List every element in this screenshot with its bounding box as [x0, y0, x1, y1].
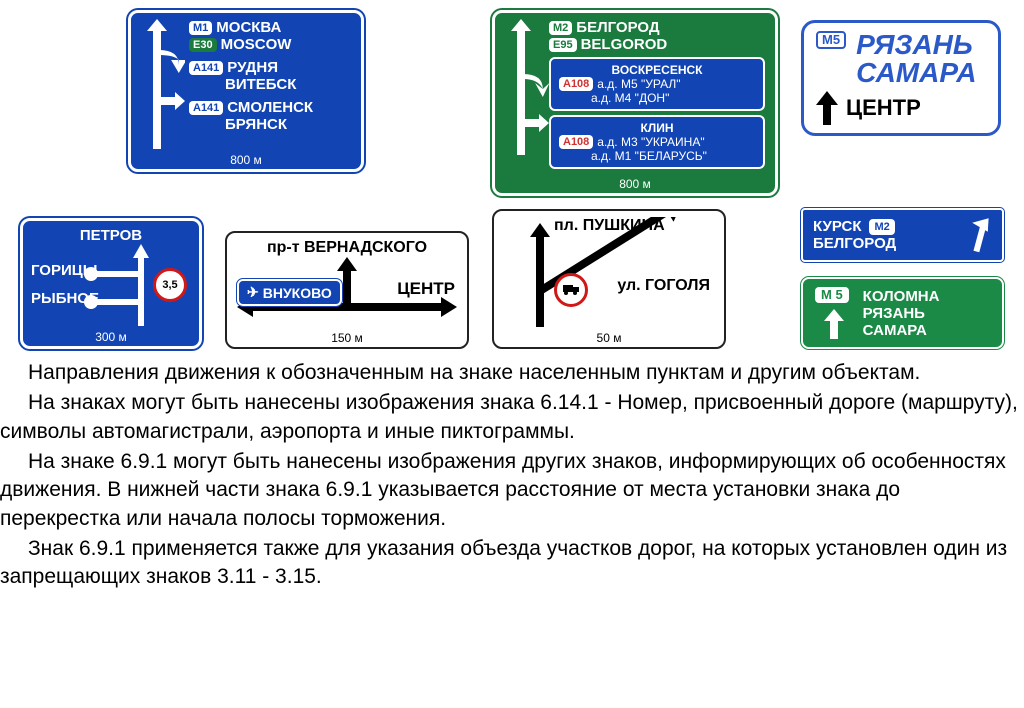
dest-label: БЕЛГОРОД — [813, 235, 958, 252]
route-badge: M2 — [869, 219, 894, 235]
route-badge: E95 — [549, 38, 577, 52]
distance-label: 50 м — [504, 331, 714, 345]
top-label: пр-т ВЕРНАДСКОГО — [237, 239, 457, 257]
sign-moscow: M1 МОСКВА E30 MOSCOW A141 РУДНЯ ВИТЕБСК A14… — [128, 10, 364, 172]
branch-label: РЫБНОЕ — [31, 290, 99, 307]
route-badge: M2 — [549, 21, 572, 35]
description-text: Направления движения к обозначенным на з… — [0, 354, 1024, 614]
route-badge: M5 — [816, 31, 846, 49]
right-label: ЦЕНТР — [397, 279, 455, 299]
distance-label: 800 м — [141, 153, 351, 167]
inset-title: КЛИН — [559, 121, 755, 135]
dest-label: РЯЗАНЬ — [856, 31, 976, 59]
paragraph: Направления движения к обозначенным на з… — [0, 359, 1024, 387]
sign-kursk: КУРСК M2 БЕЛГОРОД — [801, 208, 1004, 262]
route-badge: M1 — [189, 21, 212, 35]
inset-line: а.д. M3 "УКРАИНА" — [597, 135, 704, 149]
dest-label: MOSCOW — [221, 36, 292, 53]
route-badge: A141 — [189, 101, 223, 115]
paragraph: Знак 6.9.1 применяется также для указани… — [0, 535, 1024, 592]
arrows-icon — [141, 19, 185, 149]
inset-line: а.д. M1 "БЕЛАРУСЬ" — [591, 149, 707, 163]
truck-icon — [563, 285, 579, 295]
sign-vernadsky: пр-т ВЕРНАДСКОГО ✈ ВНУКОВО ЦЕНТР 150 м — [225, 231, 469, 349]
route-badge: A108 — [559, 135, 593, 149]
dest-label: СМОЛЕНСК — [227, 99, 313, 116]
dest-label: КОЛОМНА — [863, 288, 940, 305]
route-badge: M 5 — [815, 287, 849, 303]
route-badge: A141 — [189, 61, 223, 75]
branch-label: ГОРИЦЫ — [31, 262, 97, 279]
center-label: ЦЕНТР — [846, 95, 921, 121]
restriction-icon: 3,5 — [153, 268, 187, 302]
dest-label: МОСКВА — [216, 19, 281, 36]
up-arrow-icon — [816, 91, 838, 125]
inset-line: а.д. M5 "УРАЛ" — [597, 77, 680, 91]
dest-label: САМАРА — [856, 59, 976, 87]
route-badge: E30 — [189, 38, 217, 52]
sign-kolomna: M 5 КОЛОМНА РЯЗАНЬ САМАРА — [801, 277, 1004, 349]
inset-panel: КЛИН A108 а.д. M3 "УКРАИНА" а.д. M1 "БЕЛА… — [549, 115, 765, 169]
dest-label: ВИТЕБСК — [225, 76, 296, 93]
dest-label: КУРСК — [813, 218, 861, 235]
dest-label: РУДНЯ — [227, 59, 278, 76]
up-arrow-icon — [824, 309, 844, 339]
distance-label: 150 м — [237, 331, 457, 345]
right-label: ул. ГОГОЛЯ — [617, 277, 710, 295]
restriction-icon — [554, 273, 588, 307]
up-right-arrow-icon — [966, 216, 992, 254]
dest-label: РЯЗАНЬ — [863, 305, 940, 322]
dest-label: БРЯНСК — [225, 116, 287, 133]
right-sign-stack: КУРСК M2 БЕЛГОРОД M 5 КОЛОМНА РЯЗАНЬ САМА… — [801, 208, 1004, 349]
dest-label: ПЕТРОВ — [31, 227, 191, 244]
distance-label: 800 м — [505, 177, 765, 191]
dest-label: САМАРА — [863, 322, 940, 339]
arrows-icon — [505, 19, 549, 155]
signs-grid: M1 МОСКВА E30 MOSCOW A141 РУДНЯ ВИТЕБСК A14… — [0, 0, 1024, 354]
inset-panel: ВОСКРЕСЕНСК A108 а.д. M5 "УРАЛ" а.д. M4 "… — [549, 57, 765, 111]
paragraph: На знаке 6.9.1 могут быть нанесены изобр… — [0, 448, 1024, 533]
inset-title: ВОСКРЕСЕНСК — [559, 63, 755, 77]
inset-line: а.д. M4 "ДОН" — [591, 91, 669, 105]
up-label: пл. ПУШКИНА — [554, 217, 665, 235]
dest-label: БЕЛГОРОД — [576, 19, 659, 36]
sign-ryazan: M5 РЯЗАНЬ САМАРА ЦЕНТР — [801, 20, 1001, 136]
route-badge: A108 — [559, 77, 593, 91]
inset-label: ВНУКОВО — [263, 285, 332, 301]
distance-label: 300 м — [31, 330, 191, 344]
sign-belgorod: M2БЕЛГОРОД E95BELGOROD ВОСКРЕСЕНСК A108а… — [492, 10, 778, 196]
sign-pushkin: пл. ПУШКИНА ул. ГОГОЛЯ 50 м — [492, 209, 726, 349]
sign-petrov: ПЕТРОВ ГОРИЦЫ РЫБНОЕ 3,5 300 м — [20, 218, 202, 349]
paragraph: На знаках могут быть нанесены изображени… — [0, 389, 1024, 446]
inset-vnukovo: ✈ ВНУКОВО — [237, 279, 342, 306]
dest-label: BELGOROD — [581, 36, 668, 53]
airplane-icon: ✈ — [247, 284, 259, 301]
